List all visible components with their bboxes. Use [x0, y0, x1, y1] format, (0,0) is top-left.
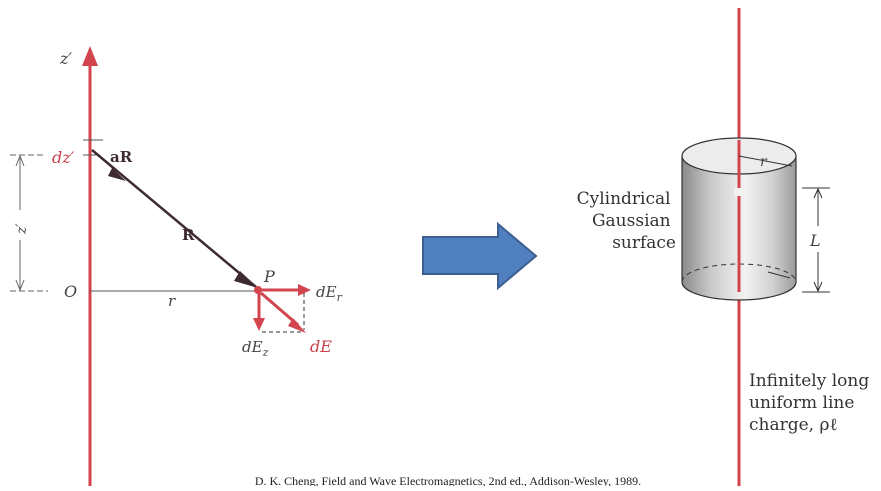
- dEz-head: [253, 318, 265, 331]
- dim-arrow-up: [15, 154, 25, 167]
- dz-label: dz′: [52, 148, 75, 167]
- R-vector: [91, 149, 257, 288]
- R-vector-head: [234, 271, 258, 288]
- L-label: L: [809, 231, 821, 250]
- right-diagram: r L Cylindrical Gaussian surface Infinit…: [577, 8, 875, 486]
- point-P-label: P: [263, 267, 275, 286]
- z-axis-label: z′: [59, 49, 72, 68]
- dE-label: dE: [310, 337, 332, 356]
- radius-line: [738, 155, 793, 167]
- dE-vector: [260, 291, 299, 327]
- R-label: R: [182, 226, 195, 244]
- r-label: r: [168, 292, 176, 310]
- dEr-label: dEr: [316, 283, 343, 304]
- dEr-head: [298, 284, 311, 296]
- line-charge-label: Infinitely long uniform line charge, ρℓ: [749, 371, 875, 435]
- z-axis-arrowhead: [82, 46, 98, 66]
- dEz-label: dEz: [242, 338, 269, 359]
- dE-head: [288, 318, 306, 333]
- surface-label: Cylindrical Gaussian surface: [577, 189, 676, 253]
- line-gap: [734, 188, 744, 196]
- transition-arrow: [422, 221, 538, 291]
- cylinder-bottom-hidden: [681, 263, 797, 283]
- L-arrow-down: [813, 281, 823, 293]
- aR-head: [108, 168, 126, 181]
- L-arrow-up: [813, 187, 823, 199]
- dim-arrow-down: [15, 279, 25, 292]
- caption: D. K. Cheng, Field and Wave Electromagne…: [255, 474, 641, 486]
- radius-label: r: [760, 154, 768, 170]
- zprime-dim-label: z′: [14, 223, 30, 235]
- aR-label: aR: [110, 148, 133, 166]
- left-diagram: z′ dz′ z′ O r aR R P dEr dEz: [10, 46, 343, 486]
- origin-label: O: [64, 282, 77, 301]
- inner-tick: [767, 271, 791, 279]
